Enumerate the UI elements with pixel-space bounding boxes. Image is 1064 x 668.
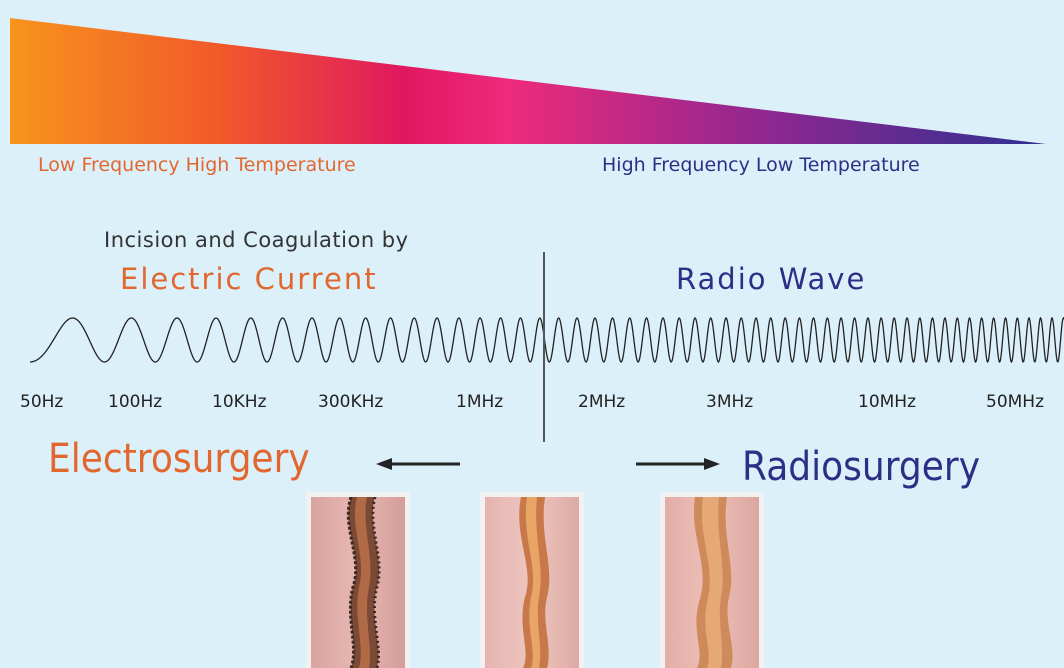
- freq-label-1mhz: 1MHz: [456, 392, 504, 412]
- electric-current-heading: Electric Current: [120, 262, 378, 296]
- freq-label-50hz: 50Hz: [20, 392, 64, 412]
- arrow-left-icon: [376, 458, 460, 470]
- freq-label-10khz: 10KHz: [212, 392, 267, 412]
- incision-heading: Incision and Coagulation by: [104, 228, 409, 252]
- radiosurgery-label: Radiosurgery: [742, 444, 981, 490]
- freq-label-300khz: 300KHz: [318, 392, 384, 412]
- freq-label-2mhz: 2MHz: [578, 392, 626, 412]
- radio-wave-heading: Radio Wave: [676, 262, 867, 296]
- tissue-photo-middle: [480, 492, 584, 668]
- high-frequency-caption: High Frequency Low Temperature: [602, 154, 920, 176]
- frequency-wave: [29, 316, 1064, 364]
- electrosurgery-label: Electrosurgery: [48, 436, 310, 482]
- freq-label-3mhz: 3MHz: [706, 392, 754, 412]
- arrow-right-icon: [636, 458, 720, 470]
- tissue-photo-electrosurgery: [306, 492, 410, 668]
- freq-label-50mhz: 50MHz: [986, 392, 1045, 412]
- freq-label-10mhz: 10MHz: [858, 392, 917, 412]
- divider-line: [543, 252, 545, 442]
- low-frequency-caption: Low Frequency High Temperature: [38, 154, 356, 176]
- tissue-photo-radiosurgery: [660, 492, 764, 668]
- frequency-temperature-gradient-wedge: [10, 18, 1046, 144]
- freq-label-100hz: 100Hz: [108, 392, 163, 412]
